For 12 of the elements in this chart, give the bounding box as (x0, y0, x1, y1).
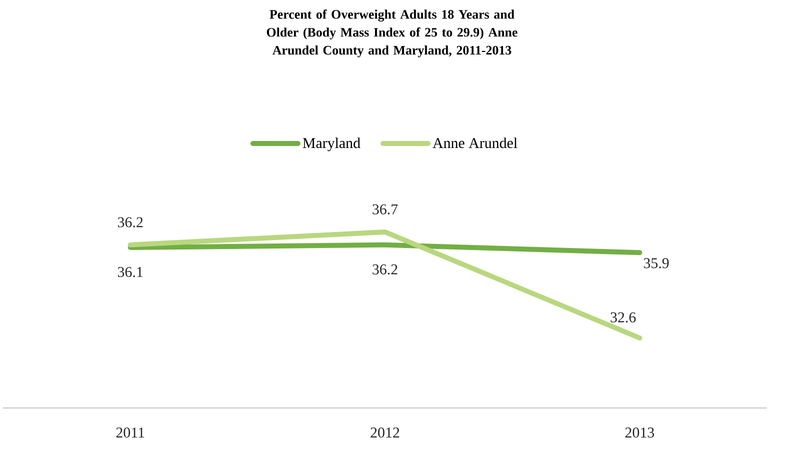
x-tick-label: 2012 (370, 428, 400, 438)
data-label: 35.9 (644, 258, 669, 268)
data-label: 36.1 (118, 266, 143, 278)
x-tick-label: 2011 (116, 428, 144, 438)
data-label: 32.6 (610, 312, 636, 322)
data-label: 36.7 (372, 204, 398, 214)
data-label: 36.2 (372, 264, 398, 275)
legend-label: Anne Arundel (432, 138, 518, 148)
legend-label: Maryland (302, 138, 360, 152)
chart-title: Percent of Overweight Adults 18 Years and Older (Body Mass Index of 25 to 29.9) Anne Arundel County and Maryland, 2011-2013 (266, 10, 518, 58)
x-tick-label: 2013 (625, 428, 654, 438)
data-label: 36.2 (118, 217, 143, 228)
